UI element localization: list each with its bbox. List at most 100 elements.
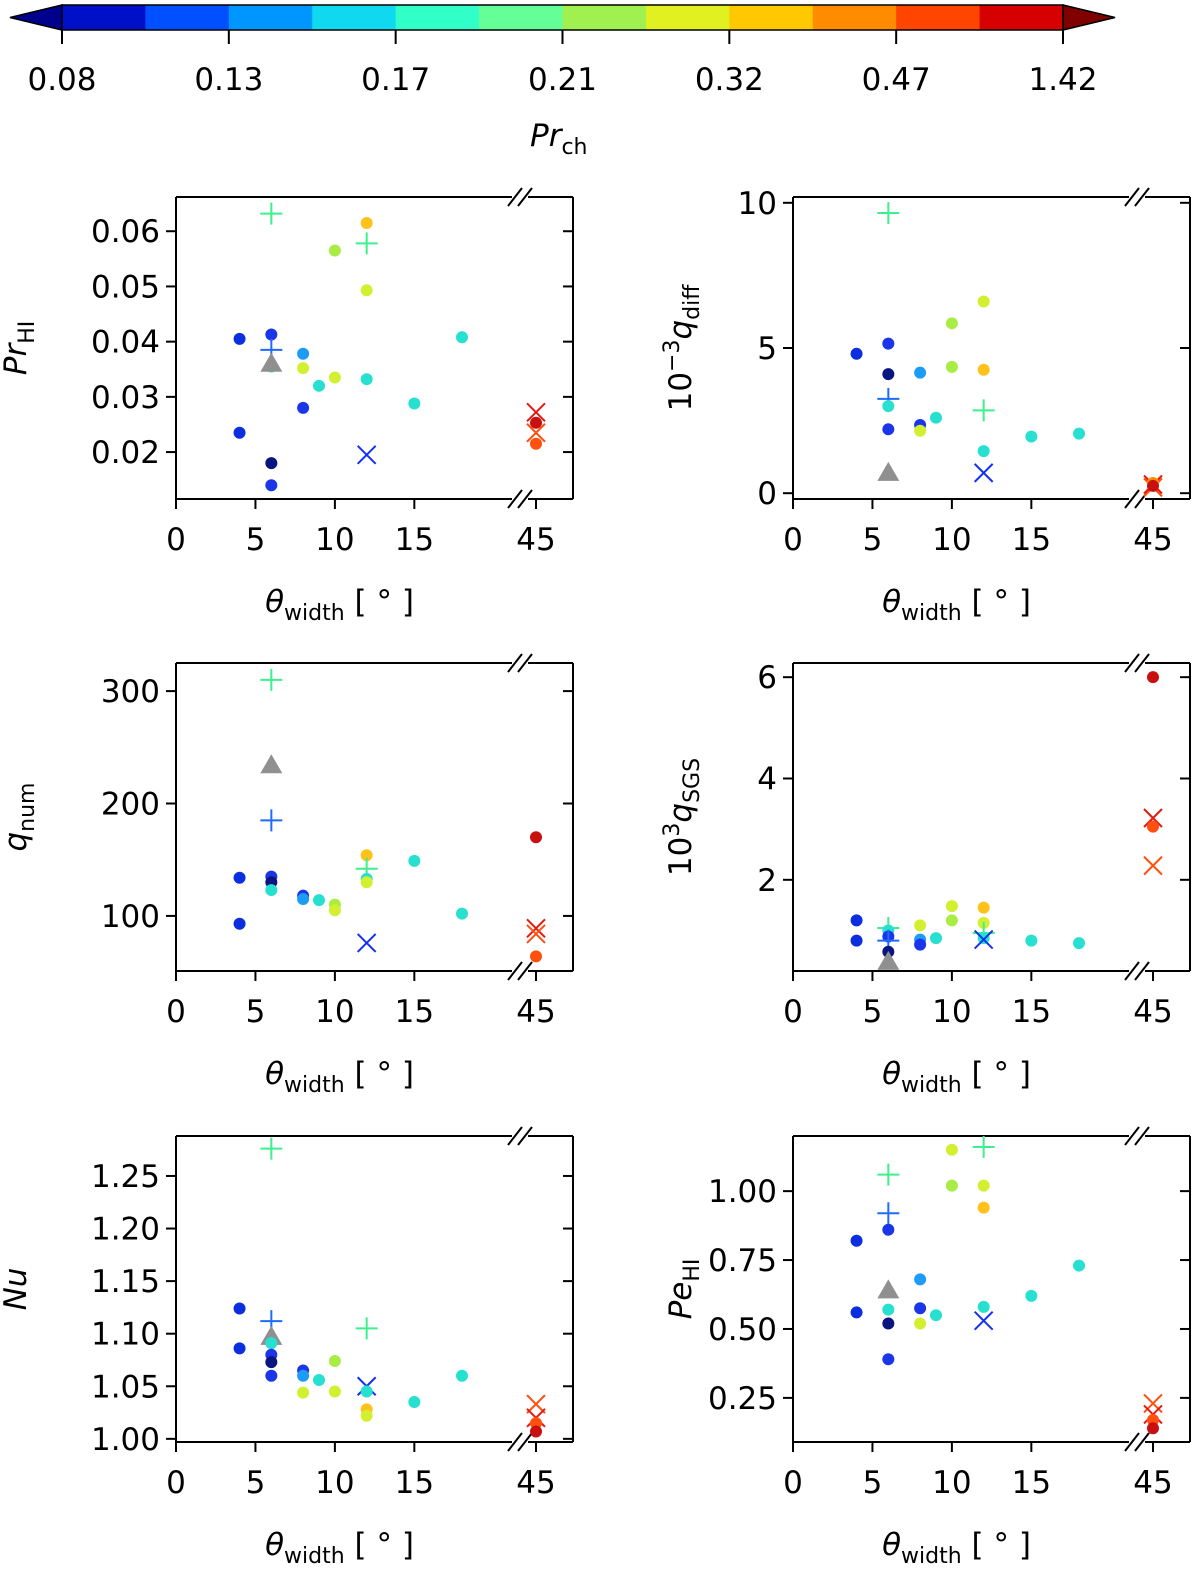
panel-q-num: 0 5 10 15 45 100 200 300 θwidth [ ° ] qnum [0, 653, 574, 1098]
data-point-circle [914, 1302, 927, 1315]
x-tick-label: 10 [315, 522, 354, 558]
data-point-circle [850, 914, 863, 927]
data-point-circle [313, 894, 326, 907]
axis-break-mark [507, 1432, 523, 1452]
data-point-circle [297, 401, 310, 414]
x-tick-label: 0 [783, 522, 803, 558]
colorbar-band [729, 5, 814, 30]
colorbar-tick-label: 0.21 [528, 62, 597, 98]
x-tick-label: 45 [1133, 1465, 1172, 1501]
x-axis-label-unit: [ ° ] [962, 1527, 1031, 1563]
colorbar-band [62, 5, 146, 30]
colorbar-band [395, 5, 480, 30]
data-point-plus [972, 1136, 995, 1159]
axis-break-mark [517, 961, 533, 981]
data-point-circle [530, 416, 542, 429]
axis-break-mark [517, 489, 533, 509]
x-tick-label: 5 [246, 1465, 266, 1501]
data-point-triangle [877, 950, 900, 970]
x-tick-label: 5 [863, 522, 883, 558]
data-point-triangle [260, 754, 283, 774]
colorbar-tick-label: 0.47 [862, 62, 931, 98]
axis-break-mark [1124, 1432, 1140, 1452]
data-point-circle [233, 1342, 246, 1355]
colorbar-tick-label: 1.42 [1028, 62, 1097, 98]
data-point-circle [914, 919, 927, 932]
data-point-circle [882, 368, 895, 381]
data-point-circle [297, 362, 310, 375]
x-axis-label: θwidth [ ° ] [882, 1056, 1031, 1098]
y-tick-label: 6 [757, 660, 777, 696]
data-point-circle [328, 1385, 341, 1398]
x-tick-label: 45 [516, 522, 555, 558]
data-point-circle [297, 1369, 310, 1382]
colorbar-extend-low [9, 4, 63, 31]
x-tick-label: 15 [395, 994, 434, 1030]
data-point-circle [360, 216, 373, 229]
y-tick-label: 0.05 [91, 269, 160, 305]
y-tick-label: 1.15 [91, 1264, 160, 1300]
y-axis-label-sub: HI [15, 321, 40, 344]
data-point-circle [1073, 427, 1086, 440]
colorbar-tick-label: 0.32 [695, 62, 764, 98]
x-axis-label-sub: width [284, 601, 345, 626]
data-point-circle [233, 871, 246, 884]
axis-break-mark [517, 653, 533, 673]
data-point-circle [530, 437, 542, 450]
data-point-circle [456, 1369, 469, 1382]
axis-break-mark [1124, 653, 1140, 673]
data-point-cross [526, 423, 546, 443]
colorbar-label-sub: ch [561, 135, 587, 160]
data-point-circle [313, 1373, 326, 1386]
data-point-circle [930, 932, 943, 945]
data-point-circle [360, 1385, 373, 1398]
y-axis-label-prefix: 10 [663, 837, 699, 876]
colorbar-tick-label: 0.13 [194, 62, 263, 98]
data-point-circle [360, 849, 373, 862]
x-axis-label-main: θ [882, 1056, 901, 1092]
data-point-triangle [260, 1325, 283, 1345]
data-point-plus [260, 809, 283, 832]
data-point-circle [882, 337, 895, 350]
data-point-circle [265, 1337, 278, 1350]
axis-break-mark [1134, 653, 1150, 673]
data-point-circle [360, 876, 373, 889]
data-point-cross [1143, 1393, 1163, 1414]
data-point-circle [850, 1306, 863, 1319]
y-tick-label: 0.03 [91, 380, 160, 416]
colorbar-extend-high [1062, 4, 1116, 31]
x-axis-label-unit: [ ° ] [345, 1056, 414, 1092]
y-axis-label: PeHI [663, 1259, 705, 1320]
x-tick-label: 0 [166, 994, 186, 1030]
axis-break-mark [507, 187, 523, 207]
x-tick-label: 45 [1133, 522, 1172, 558]
colorbar-band [896, 5, 981, 30]
colorbar-band [145, 5, 230, 30]
data-point-circle [850, 347, 863, 360]
colorbar-band [645, 5, 730, 30]
colorbar-band [562, 5, 647, 30]
x-axis-label-sub: width [901, 601, 962, 626]
y-tick-label: 0.75 [708, 1243, 777, 1279]
data-point-circle [1025, 934, 1038, 947]
x-tick-label: 45 [516, 1465, 555, 1501]
y-tick-label: 0.06 [91, 214, 160, 250]
x-axis-label-unit: [ ° ] [345, 584, 414, 620]
data-point-circle [945, 914, 958, 927]
data-point-circle [233, 1302, 246, 1315]
data-point-circle [1147, 1413, 1159, 1426]
y-axis-label-sup: 3 [660, 823, 685, 837]
data-point-circle [882, 423, 895, 436]
axis-break-mark [507, 653, 523, 673]
x-axis-label-unit: [ ° ] [962, 584, 1031, 620]
data-point-circle [297, 893, 310, 906]
y-axis-label-main: Nu [0, 1268, 34, 1311]
y-tick-label: 0.04 [91, 325, 160, 361]
data-point-circle [977, 445, 990, 458]
data-point-circle [977, 901, 990, 914]
data-point-triangle [877, 1279, 900, 1299]
data-point-circle [530, 1425, 542, 1438]
axis-break-mark [1134, 1126, 1150, 1146]
data-point-circle [930, 1309, 943, 1322]
